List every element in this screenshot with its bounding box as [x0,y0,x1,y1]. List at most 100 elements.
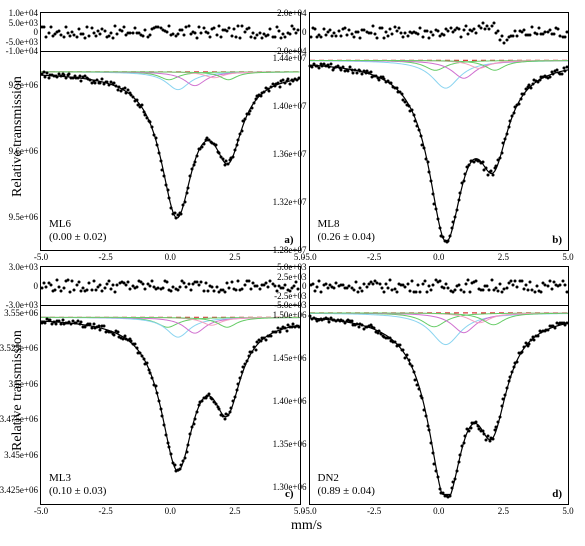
data-point [529,86,532,89]
data-point [233,395,236,398]
residual-point [514,29,517,32]
residual-point [230,34,233,37]
data-point [228,410,231,413]
residual-point [387,287,390,290]
residual-point [288,32,291,35]
residual-point [397,26,400,29]
data-point [116,331,119,334]
residual-point [142,282,145,285]
data-point [428,171,431,174]
fit-curve [310,65,569,240]
residual-point [535,285,538,288]
residual-point [324,34,327,37]
data-point [132,95,135,98]
data-point [498,416,501,419]
residual-point [54,288,57,291]
residual-point [565,290,568,293]
data-point [523,92,526,95]
data-point [208,393,211,396]
sample-id: ML6 [49,218,106,231]
data-point [259,95,262,98]
residual-point [125,283,128,286]
residual-point [443,34,446,37]
ytick-label: 9.6e+06 [9,146,41,156]
data-point [414,119,417,122]
residual-point [309,35,312,38]
residual-point [346,33,349,36]
residual-point [406,282,409,285]
residual-point [421,35,424,38]
residual-point [176,32,179,35]
residual-point [84,36,87,39]
data-point [438,487,441,490]
data-point [457,199,460,202]
residual-point [438,279,441,282]
residual-point [475,279,478,282]
residual-point [58,285,61,288]
data-point [538,79,541,82]
panel-label: b) [552,234,562,246]
residual-point [202,289,205,292]
residual-point [293,284,296,287]
residual-point [247,280,250,283]
residual-point [219,35,222,38]
residual-point [316,286,319,289]
residual-point [282,32,285,35]
ytick-label: 5.0e+03 [9,18,41,28]
residual-point [453,289,456,292]
residual-point [432,34,435,37]
residual-point [548,279,551,282]
residual-point [354,280,357,283]
data-point [163,175,166,178]
data-point [554,327,557,330]
data-point [185,192,188,195]
residual-point [540,291,543,294]
residual-point [75,284,78,287]
data-point [350,320,353,323]
data-point [510,115,513,118]
xtick-label: -5.0 [302,250,316,262]
data-point [190,168,193,171]
data-point [133,342,136,345]
residual-point [320,290,323,293]
residual-point [206,290,209,293]
residual-point [198,25,201,28]
 [310,65,569,242]
data-point [151,377,154,380]
data-point [455,208,458,211]
residual-point [148,34,151,37]
panel-d: -5.0e+03-2.5e+0302.5e+035.0e+031.30e+061… [307,264,576,518]
residual-point [339,34,342,37]
residual-point [557,28,560,31]
xtick-label: -2.5 [367,504,381,516]
data-point [218,152,221,155]
residual-point [395,29,398,32]
residual-point [447,30,450,33]
ytick-label: 1.36e+07 [273,149,310,159]
data-point [145,362,148,365]
data-point [417,388,420,391]
data-point [101,78,104,81]
data-point [159,408,162,411]
data-point [455,469,458,472]
data-point [464,435,467,438]
xtick-label: -2.5 [367,250,381,262]
residual-point [462,291,465,294]
data-point [452,480,455,483]
data-point [278,85,281,88]
ytick-label: 1.32e+07 [273,197,310,207]
data-point [163,424,166,427]
residual-point [389,28,392,31]
residual-point [318,280,321,283]
data-point [423,146,426,149]
residual-point [486,284,489,287]
data-point [454,477,457,480]
residual-point [462,29,465,32]
residual-point [41,286,44,289]
residual-point [361,289,364,292]
xtick-label: 2.5 [229,504,240,516]
data-point [297,77,300,80]
residual-point [387,34,390,37]
residual-point [280,36,283,39]
residual-point [166,281,169,284]
